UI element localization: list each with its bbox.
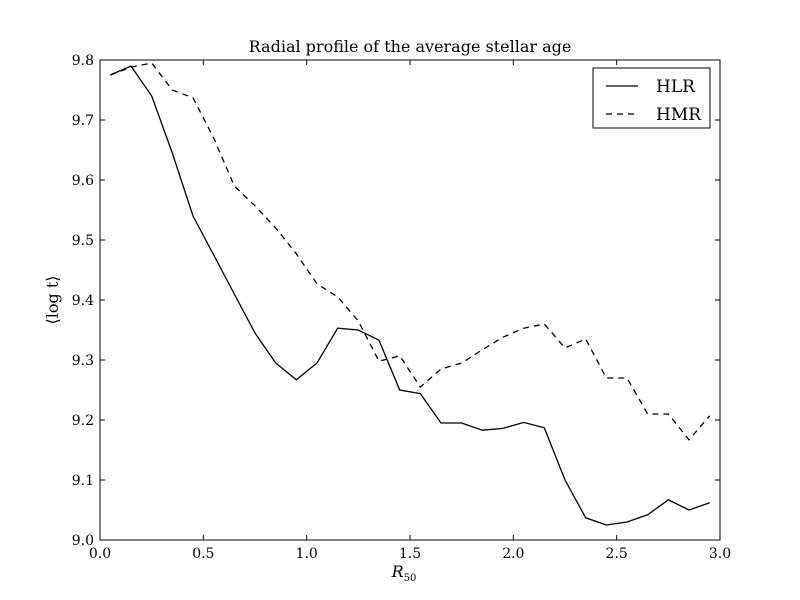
y-tick-label-3: 9.3	[72, 353, 94, 369]
y-tick-label-8: 9.8	[72, 53, 94, 69]
series-line-hmr	[110, 62, 711, 441]
x-tick-label-6: 3.0	[709, 546, 731, 562]
x-tick-label-3: 1.5	[399, 546, 421, 562]
x-axis-label-main: R	[391, 562, 404, 581]
legend-label-hmr: HMR	[656, 105, 702, 125]
chart-title: Radial profile of the average stellar ag…	[249, 37, 572, 56]
x-axis-label: R50	[391, 562, 417, 584]
series-line-hlr	[110, 65, 710, 526]
x-tick-label-1: 0.5	[192, 546, 214, 562]
y-tick-label-2: 9.2	[72, 413, 94, 429]
x-tick-label-5: 2.5	[606, 546, 628, 562]
y-tick-label-7: 9.7	[72, 113, 94, 129]
y-tick-label-1: 9.1	[72, 473, 94, 489]
y-tick-label-4: 9.4	[72, 293, 94, 309]
y-tick-label-0: 9.0	[72, 533, 94, 549]
y-tick-label-6: 9.6	[72, 173, 94, 189]
y-tick-label-5: 9.5	[72, 233, 94, 249]
x-tick-label-2: 1.0	[296, 546, 318, 562]
x-tick-label-0: 0.0	[89, 546, 111, 562]
series-layer	[110, 62, 711, 526]
ticks-layer: 0.0 0.5 1.0 1.5 2.0 2.5 3.0 9.0 9.1 9.2 9.3 9.4 9.5 9…	[72, 53, 731, 562]
y-axis-label: ⟨log t⟩	[43, 276, 62, 325]
x-axis-label-subscript: 50	[404, 573, 417, 584]
legend-box	[592, 67, 711, 129]
legend: HLR HMR	[592, 67, 711, 129]
x-tick-label-4: 2.0	[502, 546, 524, 562]
legend-label-hlr: HLR	[656, 77, 696, 97]
